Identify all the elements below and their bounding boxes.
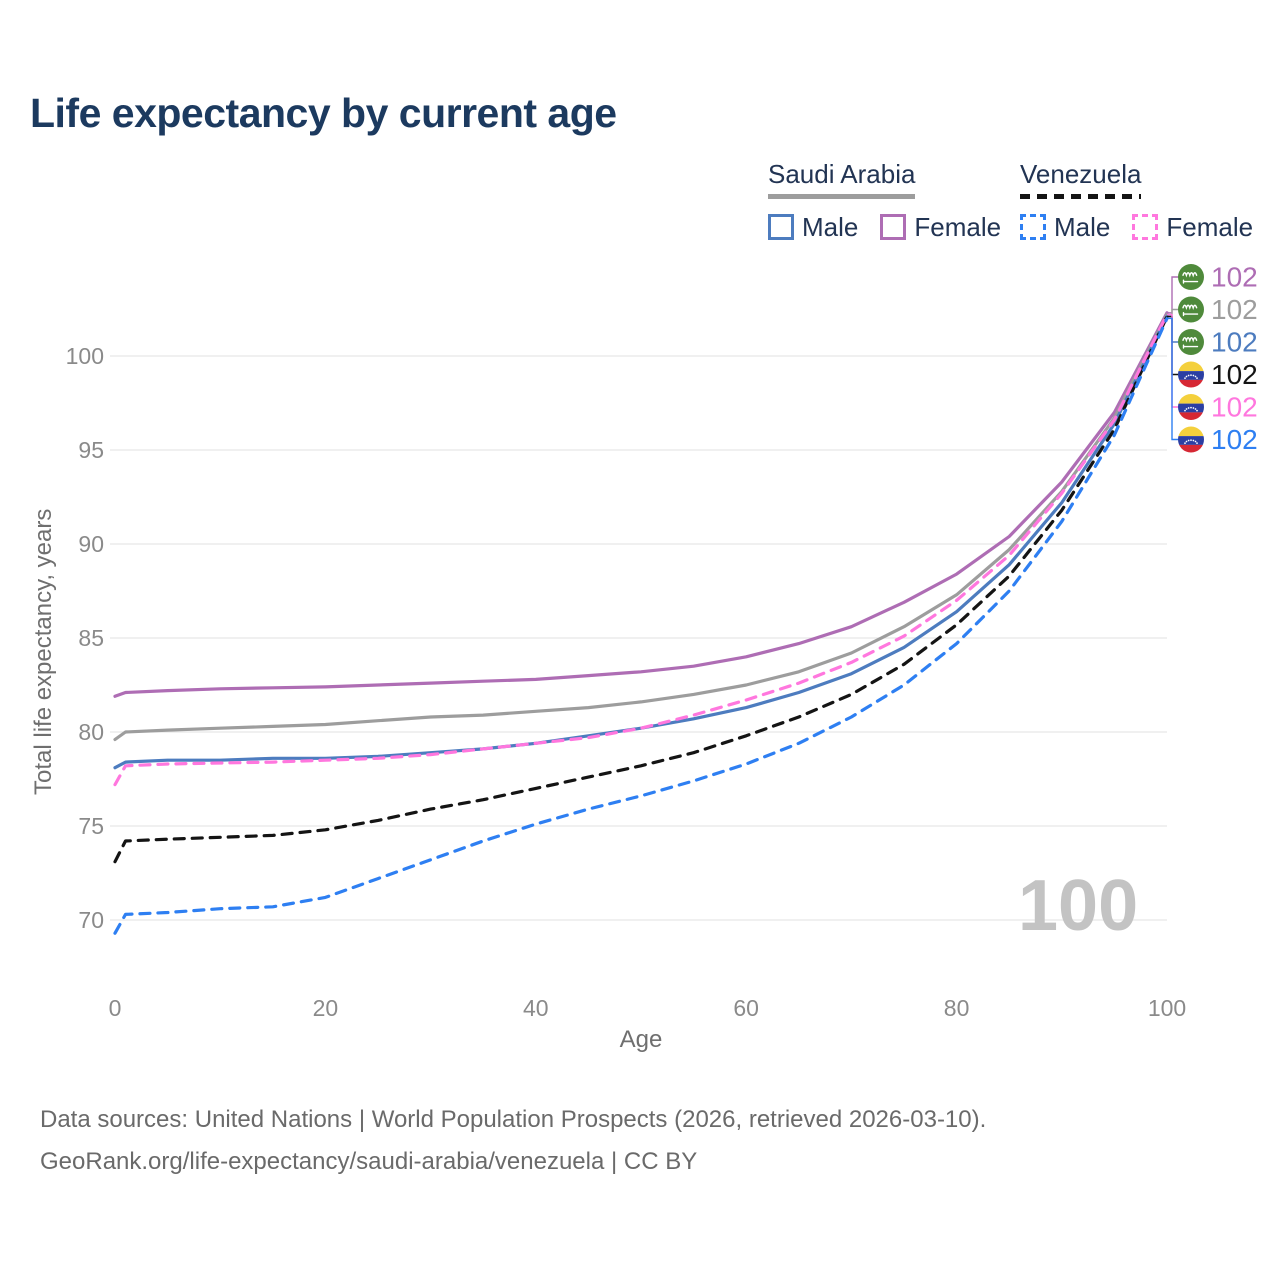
saudi-arabia-flag-icon [1178,264,1204,290]
data-sources-note: Data sources: United Nations | World Pop… [40,1106,987,1133]
y-tick-label: 70 [78,907,104,933]
saudi-arabia-flag-icon [1178,329,1204,355]
legend-country-venezuela: Venezuela [1020,159,1142,199]
end-label-value: 102 [1211,392,1258,423]
saudi-female-swatch-icon [880,214,907,241]
legend-item-label: Female [914,211,1002,242]
x-tick-label: 40 [523,995,549,1021]
legend-country-label: Saudi Arabia [768,159,916,189]
legend-group-saudi-arabia: Saudi Arabia Male Female [768,160,1001,243]
legend-item-saudi-male[interactable]: Male [768,212,858,243]
end-label-value: 102 [1211,359,1258,390]
end-label-connector [1167,315,1179,343]
y-tick-label: 90 [78,531,104,557]
series-line-saudi-arabia-both-sexes [113,313,1169,742]
legend-item-venezuela-male[interactable]: Male [1020,212,1110,243]
end-label-connector [1167,317,1179,441]
x-tick-label: 100 [1148,995,1186,1021]
legend-country-saudi-arabia: Saudi Arabia [768,159,916,199]
venezuela-flag-icon [1178,361,1204,388]
y-tick-label: 80 [78,719,104,745]
series-line-venezuela-both-sexes [113,314,1169,864]
saudi-male-swatch-icon [768,214,794,241]
end-label-connector [1167,313,1179,408]
end-label-value: 102 [1211,424,1258,455]
page-title: Life expectancy by current age [30,90,617,136]
x-axis-title: Age [619,1026,663,1053]
series-line-saudi-arabia-female [113,311,1169,698]
legend-item-venezuela-female[interactable]: Female [1132,212,1253,243]
series-line-saudi-arabia-male [113,314,1169,770]
legend-country-label: Venezuela [1020,159,1142,189]
legend-item-saudi-female[interactable]: Female [880,212,1001,243]
attribution-note: GeoRank.org/life-expectancy/saudi-arabia… [40,1148,698,1175]
series-line-venezuela-female [113,313,1169,787]
x-tick-label: 0 [109,995,122,1021]
end-label-value: 102 [1211,294,1258,325]
end-label-connector [1167,308,1179,316]
venezuela-female-swatch-icon [1132,214,1159,241]
x-tick-label: 60 [733,995,759,1021]
legend-item-label: Male [802,211,859,242]
solid-line-sample [768,193,916,199]
legend-group-venezuela: Venezuela Male Female [1020,160,1253,243]
saudi-arabia-flag-icon [1178,296,1204,323]
y-tick-label: 95 [78,437,104,463]
end-label-connector [1167,315,1179,376]
series-line-venezuela-male [113,316,1169,935]
end-label-connector [1167,276,1179,314]
venezuela-flag-icon [1178,426,1204,453]
legend-item-label: Female [1166,211,1254,242]
dashed-line-sample [1020,193,1142,199]
y-axis-title: Total life expectancy, years [30,508,57,795]
x-tick-label: 20 [313,995,339,1021]
y-tick-label: 100 [66,343,104,369]
end-label-value: 102 [1211,327,1258,358]
x-tick-label: 80 [944,995,970,1021]
legend-item-label: Male [1054,211,1111,242]
end-label-value: 102 [1211,262,1258,293]
y-tick-label: 85 [78,625,104,651]
venezuela-flag-icon [1178,394,1204,420]
age-counter-watermark: 100 [1018,866,1139,946]
y-tick-label: 75 [78,813,104,839]
venezuela-male-swatch-icon [1020,214,1046,241]
